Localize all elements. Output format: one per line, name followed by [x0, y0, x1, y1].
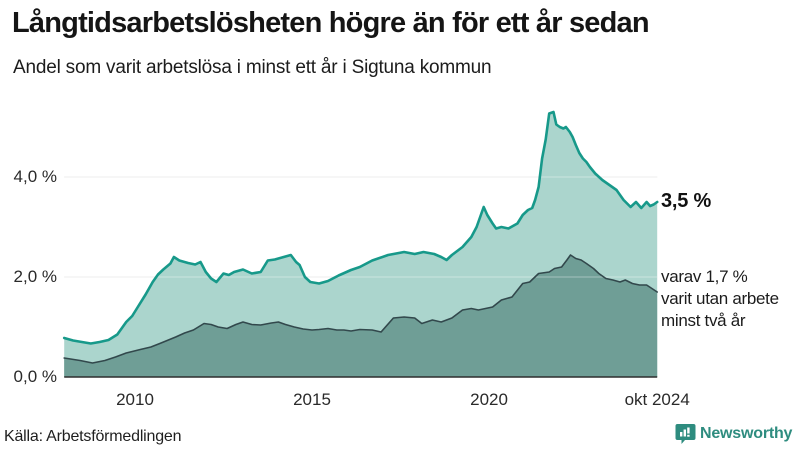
secondary-label-line3: minst två år [661, 311, 746, 330]
y-tick-label: 2,0 % [13, 267, 57, 286]
page-title: Långtidsarbetslösheten högre än för ett … [12, 7, 650, 39]
secondary-label-line1: varav 1,7 % [661, 267, 748, 286]
x-tick-label: 2015 [293, 390, 331, 409]
gridlines-overlay [64, 176, 658, 278]
area-fills [64, 112, 658, 377]
y-tick-label: 4,0 % [13, 167, 57, 186]
x-tick-label: 2010 [116, 390, 154, 409]
secondary-series-end-label: varav 1,7 % varit utan arbete minst två … [661, 266, 799, 332]
newsworthy-logo: Newsworthy [675, 421, 797, 447]
page-subtitle: Andel som varit arbetslösa i minst ett å… [13, 57, 492, 78]
secondary-area [64, 255, 658, 377]
x-tick-label: okt 2024 [624, 390, 690, 409]
series-lines [62, 110, 659, 364]
bar-chart-speech-bubble-icon [675, 424, 696, 444]
secondary-line [63, 254, 658, 364]
newsworthy-wordmark: Newsworthy [700, 425, 793, 442]
x-tick-label: 2020 [470, 390, 508, 409]
total-series-end-label: 3,5 % [661, 190, 712, 212]
secondary-label-line2: varit utan arbete [661, 289, 779, 308]
source-note: Källa: Arbetsförmedlingen [4, 428, 182, 445]
y-tick-label: 0,0 % [13, 367, 57, 386]
total-line [62, 110, 659, 345]
